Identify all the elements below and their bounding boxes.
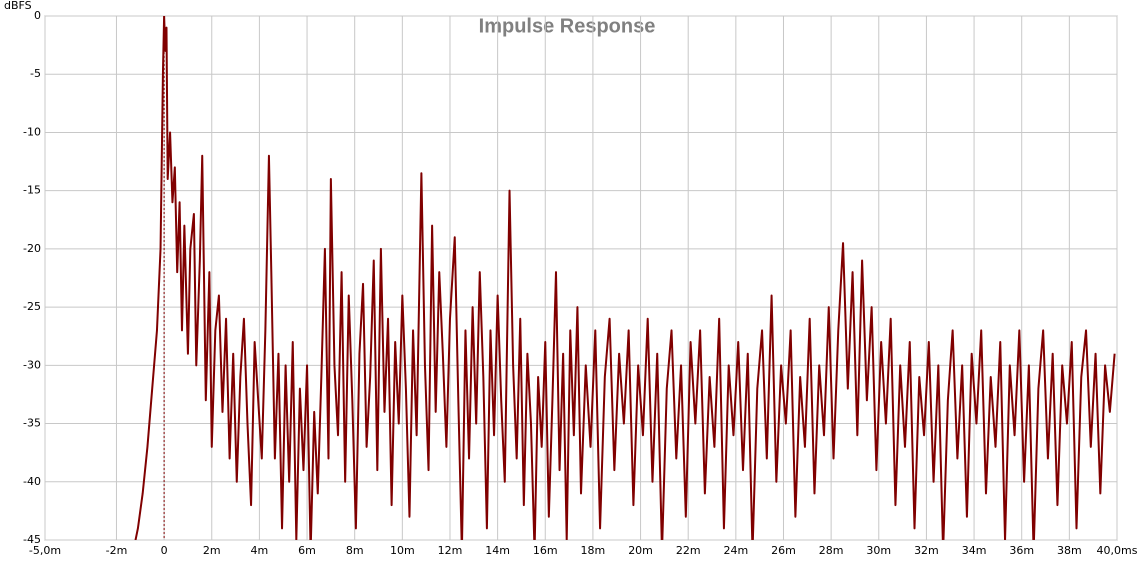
y-tick-label: -15	[23, 184, 41, 197]
x-tick-label: 38m	[1057, 544, 1082, 557]
x-tick-label: 4m	[251, 544, 269, 557]
y-tick-label: -25	[23, 300, 41, 313]
y-axis-label: dBFS	[4, 0, 32, 12]
y-tick-label: -45	[23, 533, 41, 546]
x-tick-label: 30m	[866, 544, 891, 557]
x-tick-label: 34m	[962, 544, 987, 557]
x-tick-label: 26m	[771, 544, 796, 557]
x-tick-label: -2m	[106, 544, 128, 557]
x-tick-label: 10m	[390, 544, 415, 557]
line-series	[134, 16, 1116, 540]
y-tick-label: -30	[23, 358, 41, 371]
x-tick-label: 8m	[346, 544, 364, 557]
y-tick-label: -40	[23, 475, 41, 488]
x-tick-label: 16m	[533, 544, 558, 557]
x-tick-label: 0	[161, 544, 168, 557]
y-tick-label: -10	[23, 125, 41, 138]
chart-title: Impulse Response	[479, 15, 656, 37]
x-tick-label: 2m	[203, 544, 221, 557]
x-tick-label: 32m	[914, 544, 939, 557]
y-tick-label: 0	[34, 9, 41, 22]
x-tick-label: 14m	[485, 544, 510, 557]
x-tick-label: 6m	[298, 544, 316, 557]
x-tick-label: 28m	[819, 544, 844, 557]
x-tick-label: 24m	[723, 544, 748, 557]
y-tick-label: -5	[30, 67, 41, 80]
y-tick-label: -20	[23, 242, 41, 255]
x-tick-label: 18m	[581, 544, 606, 557]
x-tick-label: 12m	[438, 544, 463, 557]
y-tick-label: -35	[23, 417, 41, 430]
x-tick-label: 20m	[628, 544, 653, 557]
x-tick-label: -5,0m	[29, 544, 61, 557]
x-tick-label: 36m	[1009, 544, 1034, 557]
x-tick-label: 22m	[676, 544, 701, 557]
x-tick-label: 40,0ms	[1097, 544, 1137, 557]
